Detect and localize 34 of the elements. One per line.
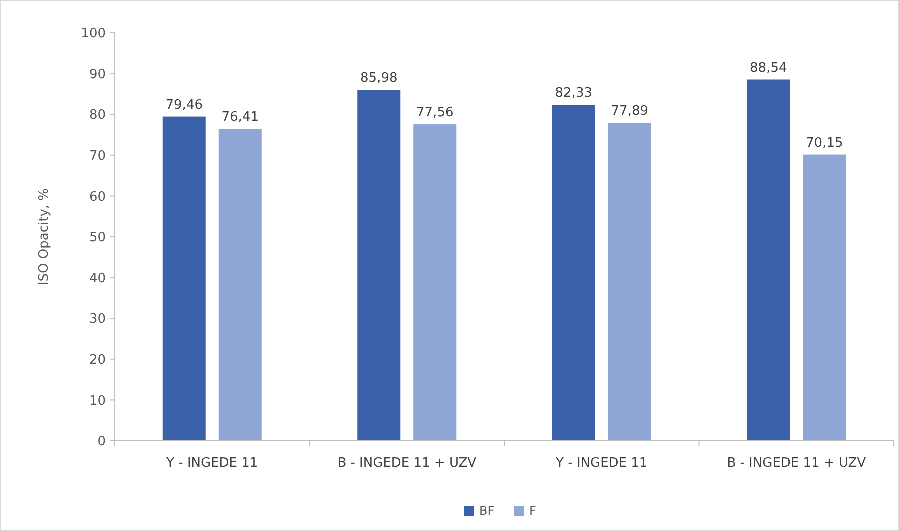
x-tick-label: Y - INGEDE 11 bbox=[166, 456, 258, 471]
data-label: 85,98 bbox=[360, 71, 398, 86]
y-tick-label: 30 bbox=[89, 312, 106, 328]
bar bbox=[552, 105, 596, 441]
data-label: 79,46 bbox=[166, 98, 203, 113]
data-label: 76,41 bbox=[222, 110, 259, 126]
bar bbox=[803, 154, 846, 441]
bar bbox=[414, 124, 457, 441]
x-tick-label: B - INGEDE 11 + UZV bbox=[338, 456, 477, 471]
y-tick-label: 60 bbox=[89, 190, 106, 205]
y-tick-label: 90 bbox=[89, 67, 106, 82]
y-tick-label: 0 bbox=[98, 434, 106, 450]
y-tick-label: 40 bbox=[89, 271, 106, 286]
y-tick-label: 50 bbox=[89, 230, 106, 246]
bar bbox=[218, 129, 262, 441]
y-axis-title: ISO Opacity, % bbox=[37, 188, 52, 286]
bar bbox=[608, 123, 652, 441]
y-tick-label: 80 bbox=[89, 108, 106, 124]
y-tick-label: 70 bbox=[89, 148, 106, 164]
y-tick-label: 20 bbox=[89, 352, 106, 368]
data-label: 70,15 bbox=[806, 136, 844, 151]
bar bbox=[747, 80, 790, 441]
data-label: 88,54 bbox=[750, 60, 788, 76]
data-label: 82,33 bbox=[555, 86, 592, 102]
y-tick-label: 10 bbox=[89, 394, 106, 409]
bar bbox=[162, 116, 206, 441]
x-tick-label: B - INGEDE 11 + UZV bbox=[727, 456, 866, 471]
y-tick-label: 100 bbox=[81, 26, 106, 42]
data-label: 77,89 bbox=[611, 104, 648, 120]
data-label: 77,56 bbox=[416, 106, 454, 121]
legend-label: BF bbox=[480, 504, 495, 518]
bar bbox=[358, 90, 401, 441]
x-tick-label: Y - INGEDE 11 bbox=[555, 456, 648, 471]
legend-label: F bbox=[530, 504, 536, 518]
